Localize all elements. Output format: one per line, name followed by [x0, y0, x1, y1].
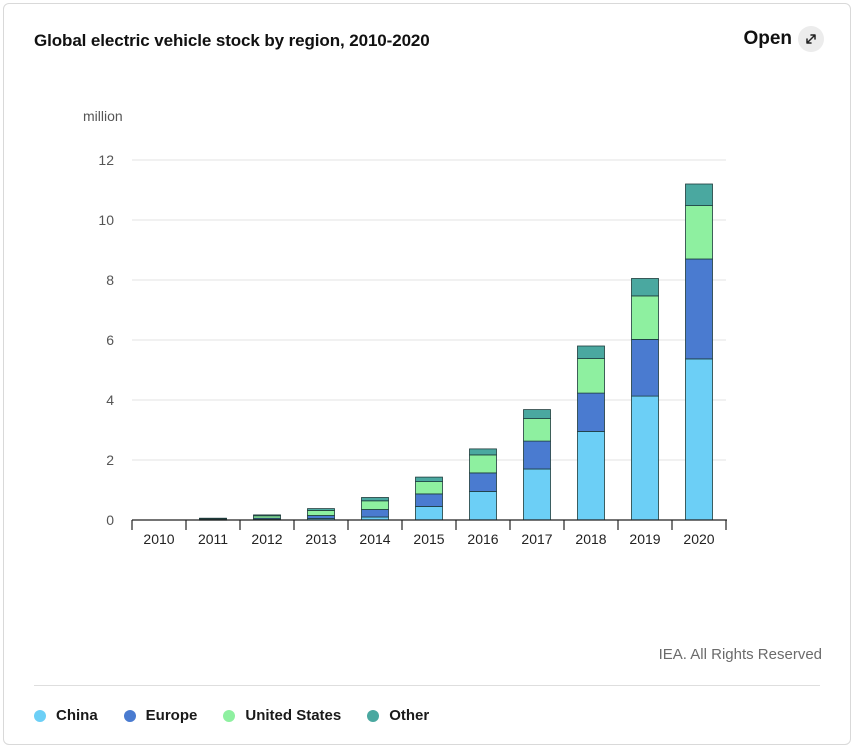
y-tick-label: 8 [106, 272, 114, 288]
bar-segment-china-2015[interactable] [415, 506, 443, 521]
x-tick-label: 2016 [467, 531, 498, 547]
bar-segment-united-states-2018[interactable] [577, 358, 605, 394]
bar-segment-other-2016[interactable] [469, 448, 497, 456]
bar-segment-europe-2014[interactable] [361, 509, 389, 518]
legend-item-united-states[interactable]: United States [223, 707, 341, 724]
y-tick-label: 4 [106, 392, 114, 408]
y-tick-label: 0 [106, 512, 114, 528]
legend-label: Other [389, 707, 430, 724]
legend-label: China [56, 707, 98, 724]
bar-segment-europe-2020[interactable] [685, 258, 713, 360]
stacked-bar-chart: million 0 2 4 6 8 10 12 2010 2011 2012 2013 2014 2015… [83, 108, 727, 547]
bar-segment-united-states-2016[interactable] [469, 454, 497, 474]
open-button[interactable]: Open [743, 26, 824, 52]
bar-segment-europe-2018[interactable] [577, 392, 605, 432]
x-tick-label: 2018 [575, 531, 606, 547]
legend-item-china[interactable]: China [34, 707, 98, 724]
bar-segment-other-2020[interactable] [685, 183, 713, 207]
legend-label: United States [245, 707, 342, 724]
bar-segment-europe-2017[interactable] [523, 440, 551, 470]
bar-segment-other-2012[interactable] [253, 514, 281, 517]
y-tick-label: 10 [98, 212, 114, 228]
chart-card: Global electric vehicle stock by region,… [3, 3, 851, 745]
bar-segment-united-states-2017[interactable] [523, 418, 551, 442]
bar-segment-united-states-2020[interactable] [685, 205, 713, 260]
legend-swatch [123, 709, 136, 722]
legend-item-other[interactable]: Other [367, 707, 429, 724]
x-tick-label: 2020 [683, 531, 714, 547]
open-label: Open [743, 28, 792, 49]
bar-segment-other-2019[interactable] [631, 278, 659, 297]
legend-item-europe[interactable]: Europe [123, 707, 198, 724]
bar-segment-other-2015[interactable] [415, 476, 443, 483]
x-tick-label: 2015 [413, 531, 444, 547]
x-tick-label: 2010 [143, 531, 174, 547]
legend-swatch [34, 709, 46, 722]
y-axis-unit-label: million [83, 108, 123, 124]
bar-segment-china-2016[interactable] [469, 491, 497, 521]
bar-segment-united-states-2019[interactable] [631, 295, 659, 340]
bar-segment-united-states-2015[interactable] [415, 481, 443, 495]
bar-segment-china-2018[interactable] [577, 431, 605, 521]
bar-segment-china-2017[interactable] [523, 468, 551, 521]
y-tick-label: 2 [106, 452, 114, 468]
chart-title: Global electric vehicle stock by region,… [34, 31, 430, 50]
bar-segment-europe-2016[interactable] [469, 472, 497, 492]
bar-segment-united-states-2014[interactable] [361, 500, 389, 510]
x-tick-label: 2013 [305, 531, 336, 547]
legend-swatch [223, 709, 236, 722]
legend-divider [34, 685, 820, 686]
expand-icon [798, 26, 824, 52]
bar-segment-other-2017[interactable] [523, 409, 551, 420]
bar-segment-europe-2013[interactable] [307, 515, 335, 519]
y-tick-label: 6 [106, 332, 114, 348]
legend-swatch [367, 709, 380, 722]
x-tick-label: 2014 [359, 531, 390, 547]
x-tick-label: 2012 [251, 531, 282, 547]
credit-text: IEA. All Rights Reserved [658, 646, 822, 663]
bar-segment-other-2018[interactable] [577, 345, 605, 359]
bar-segment-other-2014[interactable] [361, 497, 389, 502]
x-tick-label: 2019 [629, 531, 660, 547]
x-tick-label: 2011 [198, 531, 228, 547]
bar-segment-china-2020[interactable] [685, 358, 713, 521]
legend-label: Europe [145, 707, 198, 724]
bar-segment-other-2011[interactable] [199, 517, 227, 520]
bar-segment-china-2019[interactable] [631, 395, 659, 521]
x-tick-label: 2017 [521, 531, 552, 547]
bar-segment-europe-2019[interactable] [631, 338, 659, 397]
y-tick-label: 12 [98, 152, 114, 168]
bar-segment-other-2013[interactable] [307, 508, 335, 511]
legend: China Europe United States Other [34, 707, 429, 724]
bar-segment-europe-2015[interactable] [415, 493, 443, 507]
bar-segment-united-states-2013[interactable] [307, 509, 335, 516]
